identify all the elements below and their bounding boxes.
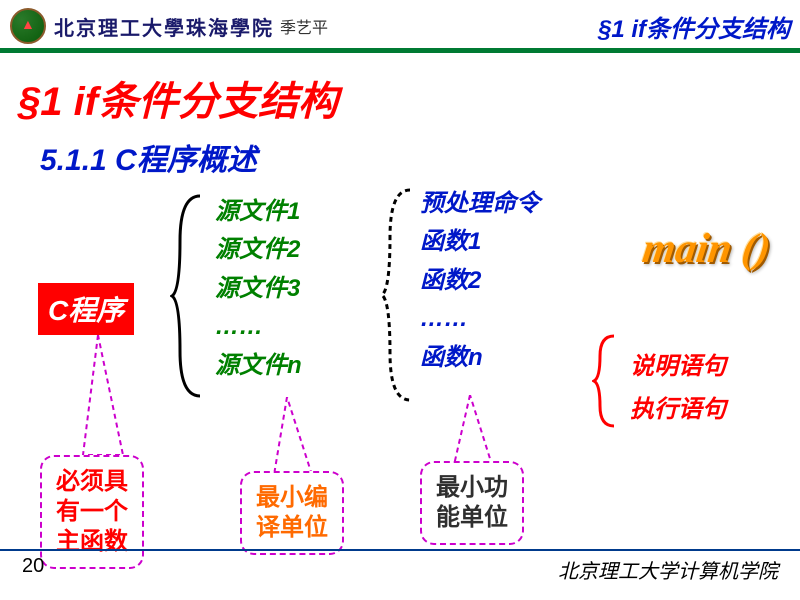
function-item: 函数n [420,339,540,377]
source-file-item: 源文件2 [215,231,302,269]
bubble-function-unit: 最小功 能单位 [420,461,524,545]
function-item: 函数1 [420,223,540,261]
header-section-label: §1 if条件分支结构 [598,9,790,44]
statement-item: 说明语句 [630,345,726,388]
bubble-text: 必须具 有一个 主函数 [56,468,128,555]
content-area: C程序 源文件1 源文件2 源文件3 …… 源文件n 预处理命令 函数1 函数2… [0,185,800,585]
source-files-column: 源文件1 源文件2 源文件3 …… 源文件n [215,193,302,385]
slide-title: §1 if条件分支结构 [0,55,800,135]
brace-dashed-icon [380,185,420,405]
c-program-box: C程序 [38,283,134,335]
source-file-item: …… [215,308,302,346]
function-item: …… [420,300,540,338]
bubble-tail-icon [78,335,138,465]
bubble-text: 最小功 能单位 [436,474,508,531]
brace-red-icon [592,331,622,431]
header: 北京理工大學珠海學院 季艺平 §1 if条件分支结构 [0,0,800,51]
source-file-item: 源文件1 [215,193,302,231]
statements-column: 说明语句 执行语句 [630,345,726,431]
functions-column: 预处理命令 函数1 函数2 …… 函数n [420,185,540,377]
statement-item: 执行语句 [630,388,726,431]
slide-subtitle: 5.1.1 C程序概述 [0,135,800,185]
page-number: 20 [22,555,44,584]
bubble-text: 最小编 译单位 [256,484,328,541]
school-name: 北京理工大學珠海學院 [54,12,274,41]
footer-org: 北京理工大学计算机学院 [558,555,778,584]
function-item: 函数2 [420,262,540,300]
signature: 季艺平 [280,14,328,38]
school-logo-icon [10,8,46,44]
footer: 20 北京理工大学计算机学院 [0,549,800,584]
brace-icon [170,191,210,401]
preprocess-label: 预处理命令 [420,185,540,223]
source-file-item: 源文件3 [215,270,302,308]
bubble-compile-unit: 最小编 译单位 [240,471,344,555]
source-file-item: 源文件n [215,347,302,385]
main-function-decor: main () [639,225,773,273]
